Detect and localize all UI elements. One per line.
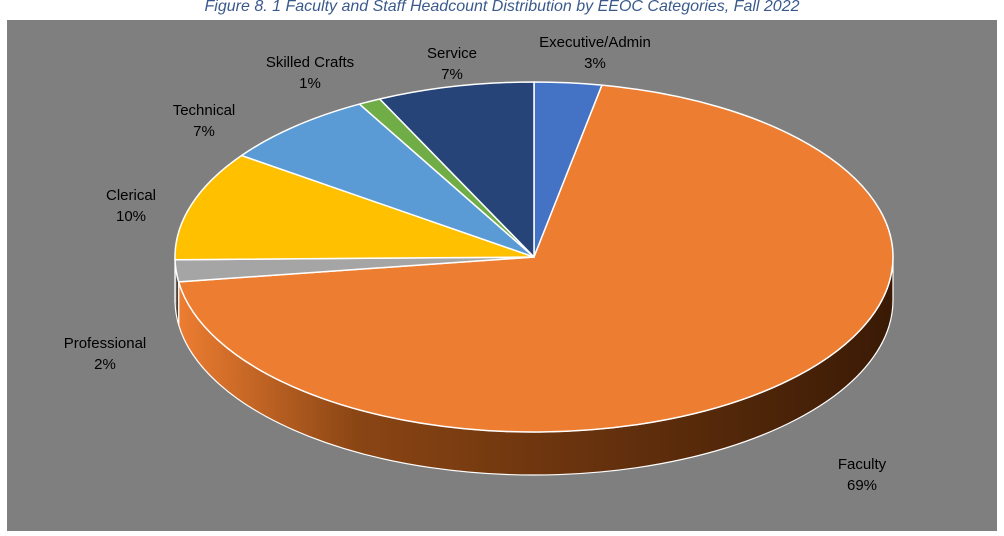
pie-slice-clerical <box>174 154 535 261</box>
pie-value-executive-admin: 3% <box>584 55 606 72</box>
pie-slices <box>174 81 894 433</box>
pie-slice-faculty <box>177 84 894 433</box>
pie-label-skilled-crafts: Skilled Crafts <box>266 54 354 71</box>
pie-label-technical: Technical <box>173 102 236 119</box>
pie-slice-technical <box>240 103 535 258</box>
pie-slice-service <box>378 81 535 258</box>
pie-value-skilled-crafts: 1% <box>299 75 321 92</box>
figure-caption: Figure 8. 1 Faculty and Staff Headcount … <box>204 0 800 15</box>
pie-label-clerical: Clerical <box>106 187 156 204</box>
pie-value-professional: 2% <box>94 356 116 373</box>
pie-label-executive-admin: Executive/Admin <box>539 34 651 51</box>
pie-labels: Executive/Admin 3% Faculty 69% Professional 2… <box>64 34 887 494</box>
pie-value-clerical: 10% <box>116 208 146 225</box>
pie-label-professional: Professional <box>64 335 147 352</box>
pie-value-technical: 7% <box>193 123 215 140</box>
chart-area: Executive/Admin 3% Faculty 69% Professional 2… <box>7 20 997 531</box>
pie-label-service: Service <box>427 45 477 62</box>
pie-label-faculty: Faculty <box>838 456 887 473</box>
pie-value-faculty: 69% <box>847 477 877 494</box>
pie-chart: Executive/Admin 3% Faculty 69% Professional 2… <box>64 34 894 494</box>
pie-value-service: 7% <box>441 66 463 83</box>
